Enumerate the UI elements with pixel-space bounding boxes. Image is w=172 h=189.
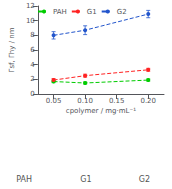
- svg-text:10: 10: [26, 17, 35, 25]
- svg-text:8: 8: [30, 31, 34, 39]
- svg-text:12: 12: [26, 2, 35, 10]
- svg-text:0.15: 0.15: [109, 97, 125, 105]
- svg-text:6: 6: [30, 46, 35, 54]
- svg-text:G2: G2: [139, 175, 150, 184]
- svg-text:0.10: 0.10: [77, 97, 93, 105]
- svg-text:4: 4: [30, 61, 35, 69]
- svg-text:PAH: PAH: [53, 8, 67, 16]
- svg-text:G1: G1: [80, 175, 91, 184]
- svg-text:2: 2: [30, 75, 34, 83]
- svg-text:0: 0: [30, 90, 34, 98]
- svg-text:PAH: PAH: [16, 175, 32, 184]
- svg-text:0.20: 0.20: [140, 97, 156, 105]
- svg-text:0.05: 0.05: [46, 97, 62, 105]
- svg-text:cpolymer / mg·mL⁻¹: cpolymer / mg·mL⁻¹: [66, 107, 136, 115]
- svg-text:Γsf, Γhy / nm: Γsf, Γhy / nm: [8, 27, 16, 72]
- svg-text:G2: G2: [117, 8, 127, 16]
- svg-text:G1: G1: [87, 8, 97, 16]
